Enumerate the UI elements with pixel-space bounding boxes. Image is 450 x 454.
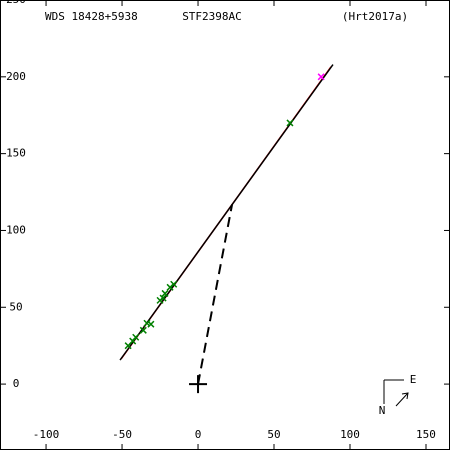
orbit-line [197, 204, 234, 385]
observation-point [170, 280, 178, 288]
observation-point [147, 320, 155, 328]
observation-point [317, 73, 325, 81]
compass-arrow-head [401, 392, 409, 400]
x-tick-label: 100 [340, 428, 360, 441]
y-tick-label: 100 [6, 223, 26, 236]
compass-n: N [379, 404, 386, 417]
header-label: (Hrt2017a) [342, 10, 408, 23]
observation-point [286, 119, 294, 127]
compass-arrow [395, 392, 409, 407]
x-tick-label: 0 [195, 428, 202, 441]
x-tick-label: 150 [416, 428, 436, 441]
orbit-line [119, 64, 334, 361]
header-label: WDS 18428+5938 [45, 10, 138, 23]
y-tick-label: 0 [13, 377, 20, 390]
compass [383, 379, 409, 407]
y-tick-label: 150 [6, 147, 26, 160]
observation-point [159, 294, 167, 302]
x-tick-label: -100 [33, 428, 60, 441]
observation-point [139, 326, 147, 334]
y-tick-label: 50 [9, 300, 22, 313]
y-tick-label: 200 [6, 70, 26, 83]
x-tick-label: 50 [267, 428, 280, 441]
primary-star [189, 375, 208, 394]
compass-e: E [410, 373, 417, 386]
x-tick-label: -50 [112, 428, 132, 441]
header-label: STF2398AC [182, 10, 242, 23]
y-tick-label: 250 [6, 0, 26, 6]
observation-point [161, 289, 169, 297]
observation-point [132, 333, 140, 341]
